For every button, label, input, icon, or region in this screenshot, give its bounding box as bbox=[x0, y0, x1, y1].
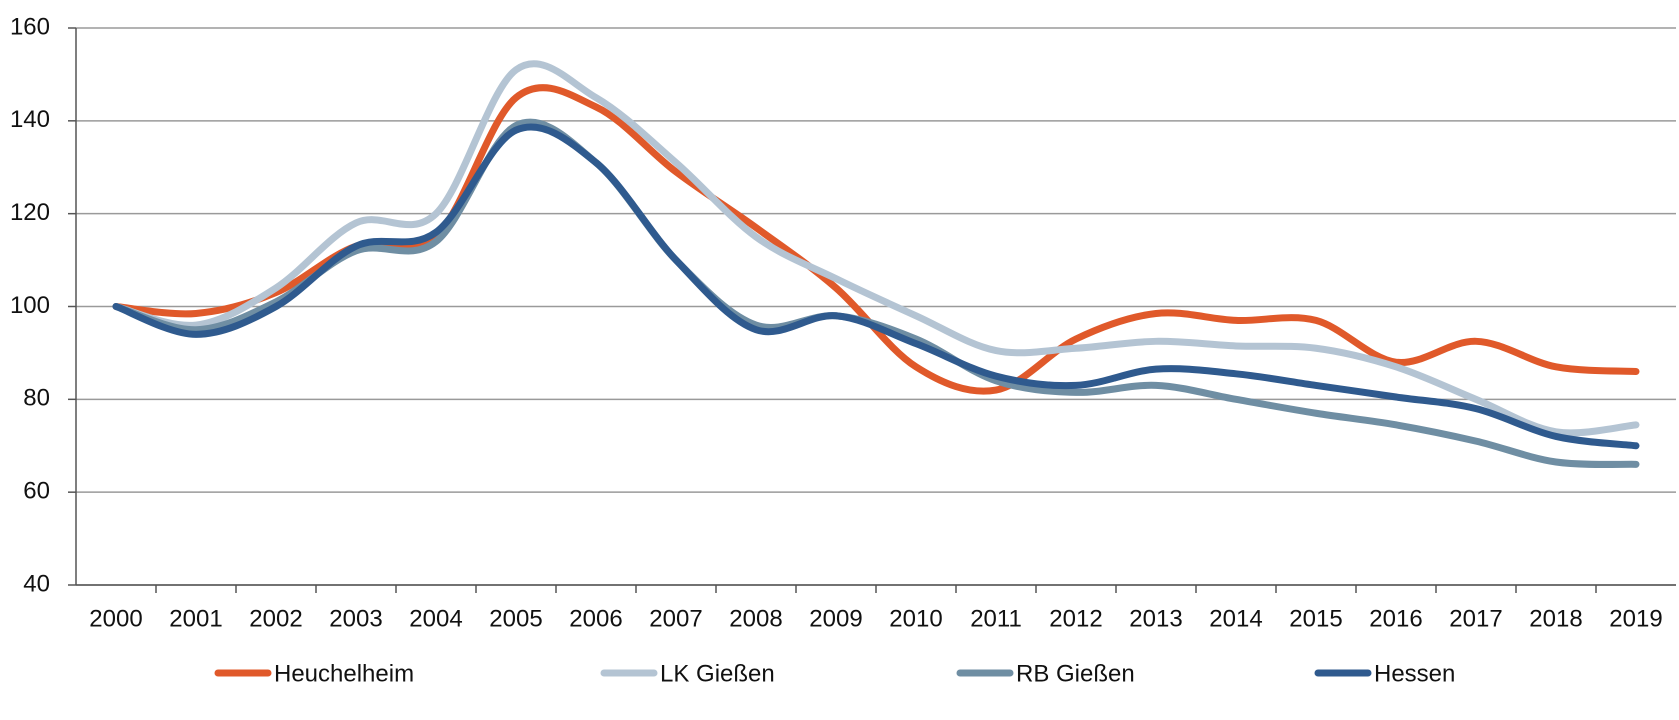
x-tick-label: 2014 bbox=[1209, 605, 1262, 632]
legend-label: LK Gießen bbox=[660, 660, 775, 687]
series-line bbox=[112, 118, 1640, 468]
x-tick-label: 2003 bbox=[329, 605, 382, 632]
y-tick-label: 120 bbox=[10, 199, 50, 226]
series-line bbox=[112, 123, 1640, 450]
x-tick-label: 2011 bbox=[970, 605, 1022, 632]
x-tick-label: 2016 bbox=[1369, 605, 1422, 632]
x-tick-label: 2009 bbox=[809, 605, 862, 632]
x-tick-label: 2007 bbox=[649, 605, 702, 632]
x-tick-label: 2006 bbox=[569, 605, 622, 632]
x-tick-label: 2013 bbox=[1129, 605, 1182, 632]
series-line bbox=[112, 84, 1640, 395]
x-tick-label: 2012 bbox=[1049, 605, 1102, 632]
x-tick-label: 2008 bbox=[729, 605, 782, 632]
y-tick-label: 40 bbox=[23, 570, 50, 597]
y-tick-label: 80 bbox=[23, 385, 50, 412]
series-line bbox=[112, 60, 1640, 437]
x-tick-label: 2005 bbox=[489, 605, 542, 632]
x-tick-label: 2000 bbox=[89, 605, 142, 632]
y-tick-label: 60 bbox=[23, 478, 50, 505]
legend-label: RB Gießen bbox=[1016, 660, 1135, 687]
y-tick-label: 160 bbox=[10, 13, 50, 40]
x-tick-label: 2017 bbox=[1449, 605, 1502, 632]
x-tick-label: 2004 bbox=[409, 605, 462, 632]
x-tick-label: 2019 bbox=[1609, 605, 1662, 632]
legend-label: Heuchelheim bbox=[274, 660, 414, 687]
y-tick-label: 100 bbox=[10, 292, 50, 319]
legend-label: Hessen bbox=[1374, 660, 1455, 687]
x-tick-label: 2001 bbox=[169, 605, 222, 632]
x-tick-label: 2002 bbox=[249, 605, 302, 632]
y-tick-label: 140 bbox=[10, 106, 50, 133]
x-tick-label: 2018 bbox=[1529, 605, 1582, 632]
x-tick-label: 2015 bbox=[1289, 605, 1342, 632]
x-tick-label: 2010 bbox=[889, 605, 942, 632]
